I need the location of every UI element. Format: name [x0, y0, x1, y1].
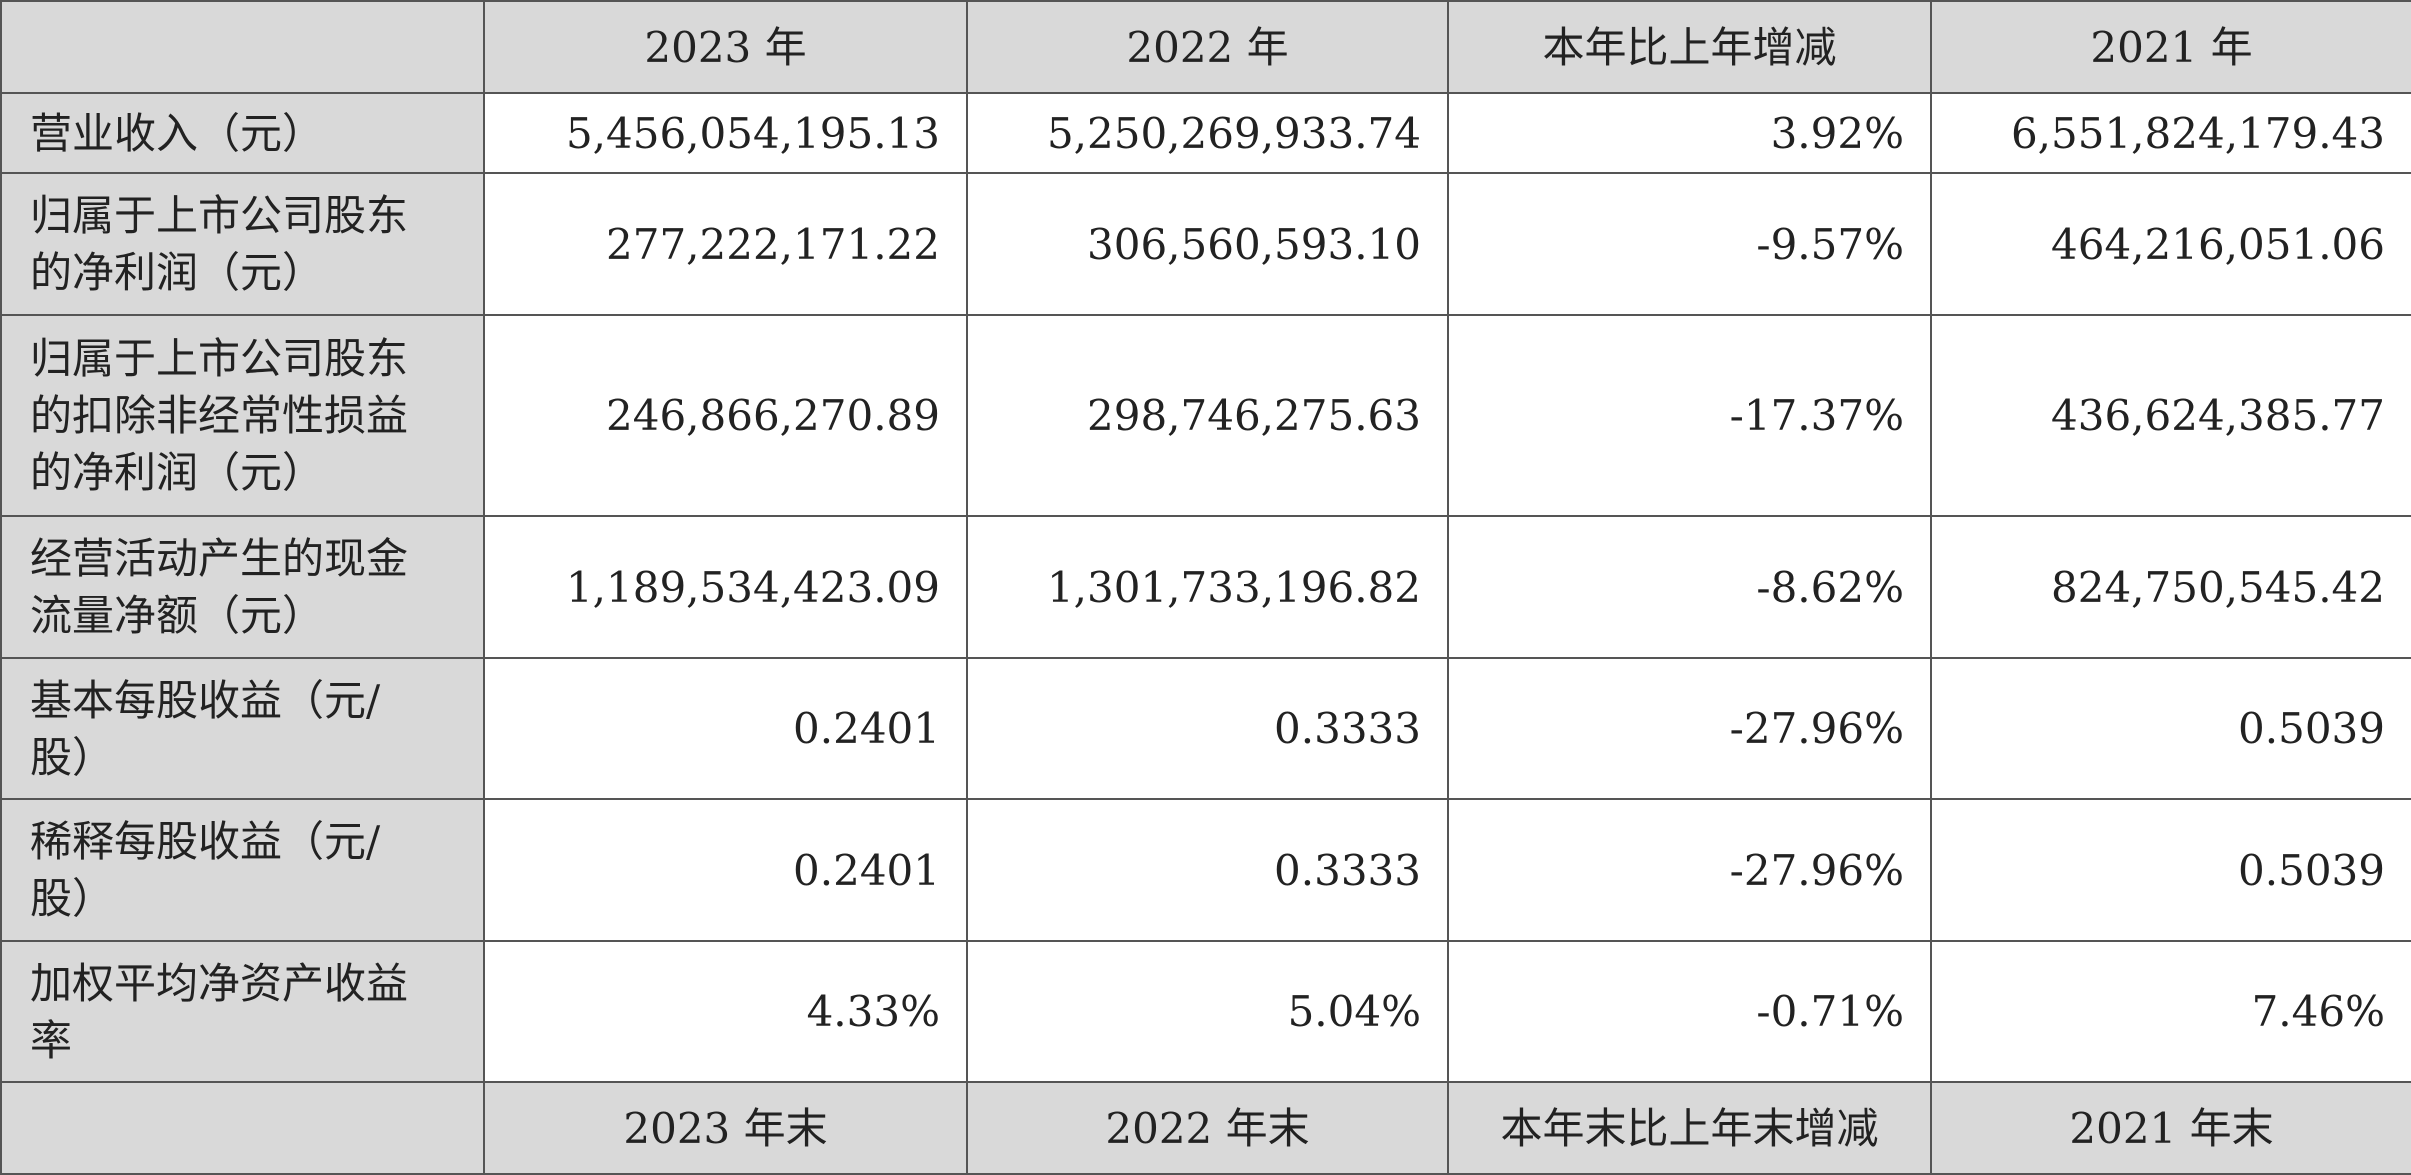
- row-label: 加权平均净资产收益率: [0, 940, 485, 1083]
- row-label: 稀释每股收益（元/股）: [0, 798, 485, 942]
- data-row: 稀释每股收益（元/股） 0.2401 0.3333 -27.96% 0.5039: [0, 798, 2411, 942]
- value-cell: 1,189,534,423.09: [483, 515, 968, 659]
- value-cell: -27.96%: [1447, 798, 1932, 942]
- header-row: 2023 年末 2022 年末 本年末比上年末增减 2021 年末: [0, 1081, 2411, 1175]
- value-cell: -0.71%: [1447, 940, 1932, 1083]
- value-cell: 0.5039: [1930, 657, 2411, 800]
- value-cell: 0.3333: [966, 657, 1449, 800]
- value-cell: 0.2401: [483, 798, 968, 942]
- header-cell: [0, 1081, 485, 1175]
- row-label: 营业收入（元）: [0, 92, 485, 174]
- header-cell: 2022 年: [966, 0, 1449, 94]
- value-cell: 5.04%: [966, 940, 1449, 1083]
- value-cell: 7.46%: [1930, 940, 2411, 1083]
- value-cell: 436,624,385.77: [1930, 314, 2411, 517]
- data-row: 归属于上市公司股东的扣除非经常性损益的净利润（元） 246,866,270.89 2…: [0, 314, 2411, 517]
- value-cell: -9.57%: [1447, 172, 1932, 316]
- header-cell: 2023 年末: [483, 1081, 968, 1175]
- header-cell: 2021 年: [1930, 0, 2411, 94]
- header-cell: 2022 年末: [966, 1081, 1449, 1175]
- header-row: 2023 年 2022 年本年比上年增减 2021 年: [0, 0, 2411, 94]
- data-row: 基本每股收益（元/股） 0.2401 0.3333 -27.96% 0.5039: [0, 657, 2411, 800]
- value-cell: 0.5039: [1930, 798, 2411, 942]
- row-label: 基本每股收益（元/股）: [0, 657, 485, 800]
- header-cell: 2021 年末: [1930, 1081, 2411, 1175]
- value-cell: 246,866,270.89: [483, 314, 968, 517]
- value-cell: -27.96%: [1447, 657, 1932, 800]
- value-cell: 5,456,054,195.13: [483, 92, 968, 174]
- value-cell: -17.37%: [1447, 314, 1932, 517]
- value-cell: 4.33%: [483, 940, 968, 1083]
- value-cell: 464,216,051.06: [1930, 172, 2411, 316]
- header-cell: 本年比上年增减: [1447, 0, 1932, 94]
- value-cell: 3.92%: [1447, 92, 1932, 174]
- value-cell: 0.3333: [966, 798, 1449, 942]
- row-label: 经营活动产生的现金流量净额（元）: [0, 515, 485, 659]
- row-label: 归属于上市公司股东的扣除非经常性损益的净利润（元）: [0, 314, 485, 517]
- value-cell: 277,222,171.22: [483, 172, 968, 316]
- value-cell: 824,750,545.42: [1930, 515, 2411, 659]
- value-cell: -8.62%: [1447, 515, 1932, 659]
- header-cell: 本年末比上年末增减: [1447, 1081, 1932, 1175]
- value-cell: 306,560,593.10: [966, 172, 1449, 316]
- value-cell: 298,746,275.63: [966, 314, 1449, 517]
- data-row: 经营活动产生的现金流量净额（元） 1,189,534,423.09 1,301,73…: [0, 515, 2411, 659]
- value-cell: 6,551,824,179.43: [1930, 92, 2411, 174]
- data-row: 营业收入（元） 5,456,054,195.13 5,250,269,933.74 3…: [0, 92, 2411, 174]
- data-row: 归属于上市公司股东的净利润（元） 277,222,171.22 306,560,59…: [0, 172, 2411, 316]
- value-cell: 0.2401: [483, 657, 968, 800]
- header-cell: [0, 0, 485, 94]
- data-row: 加权平均净资产收益率 4.33% 5.04% -0.71% 7.46%: [0, 940, 2411, 1083]
- value-cell: 5,250,269,933.74: [966, 92, 1449, 174]
- row-label: 归属于上市公司股东的净利润（元）: [0, 172, 485, 316]
- header-cell: 2023 年: [483, 0, 968, 94]
- value-cell: 1,301,733,196.82: [966, 515, 1449, 659]
